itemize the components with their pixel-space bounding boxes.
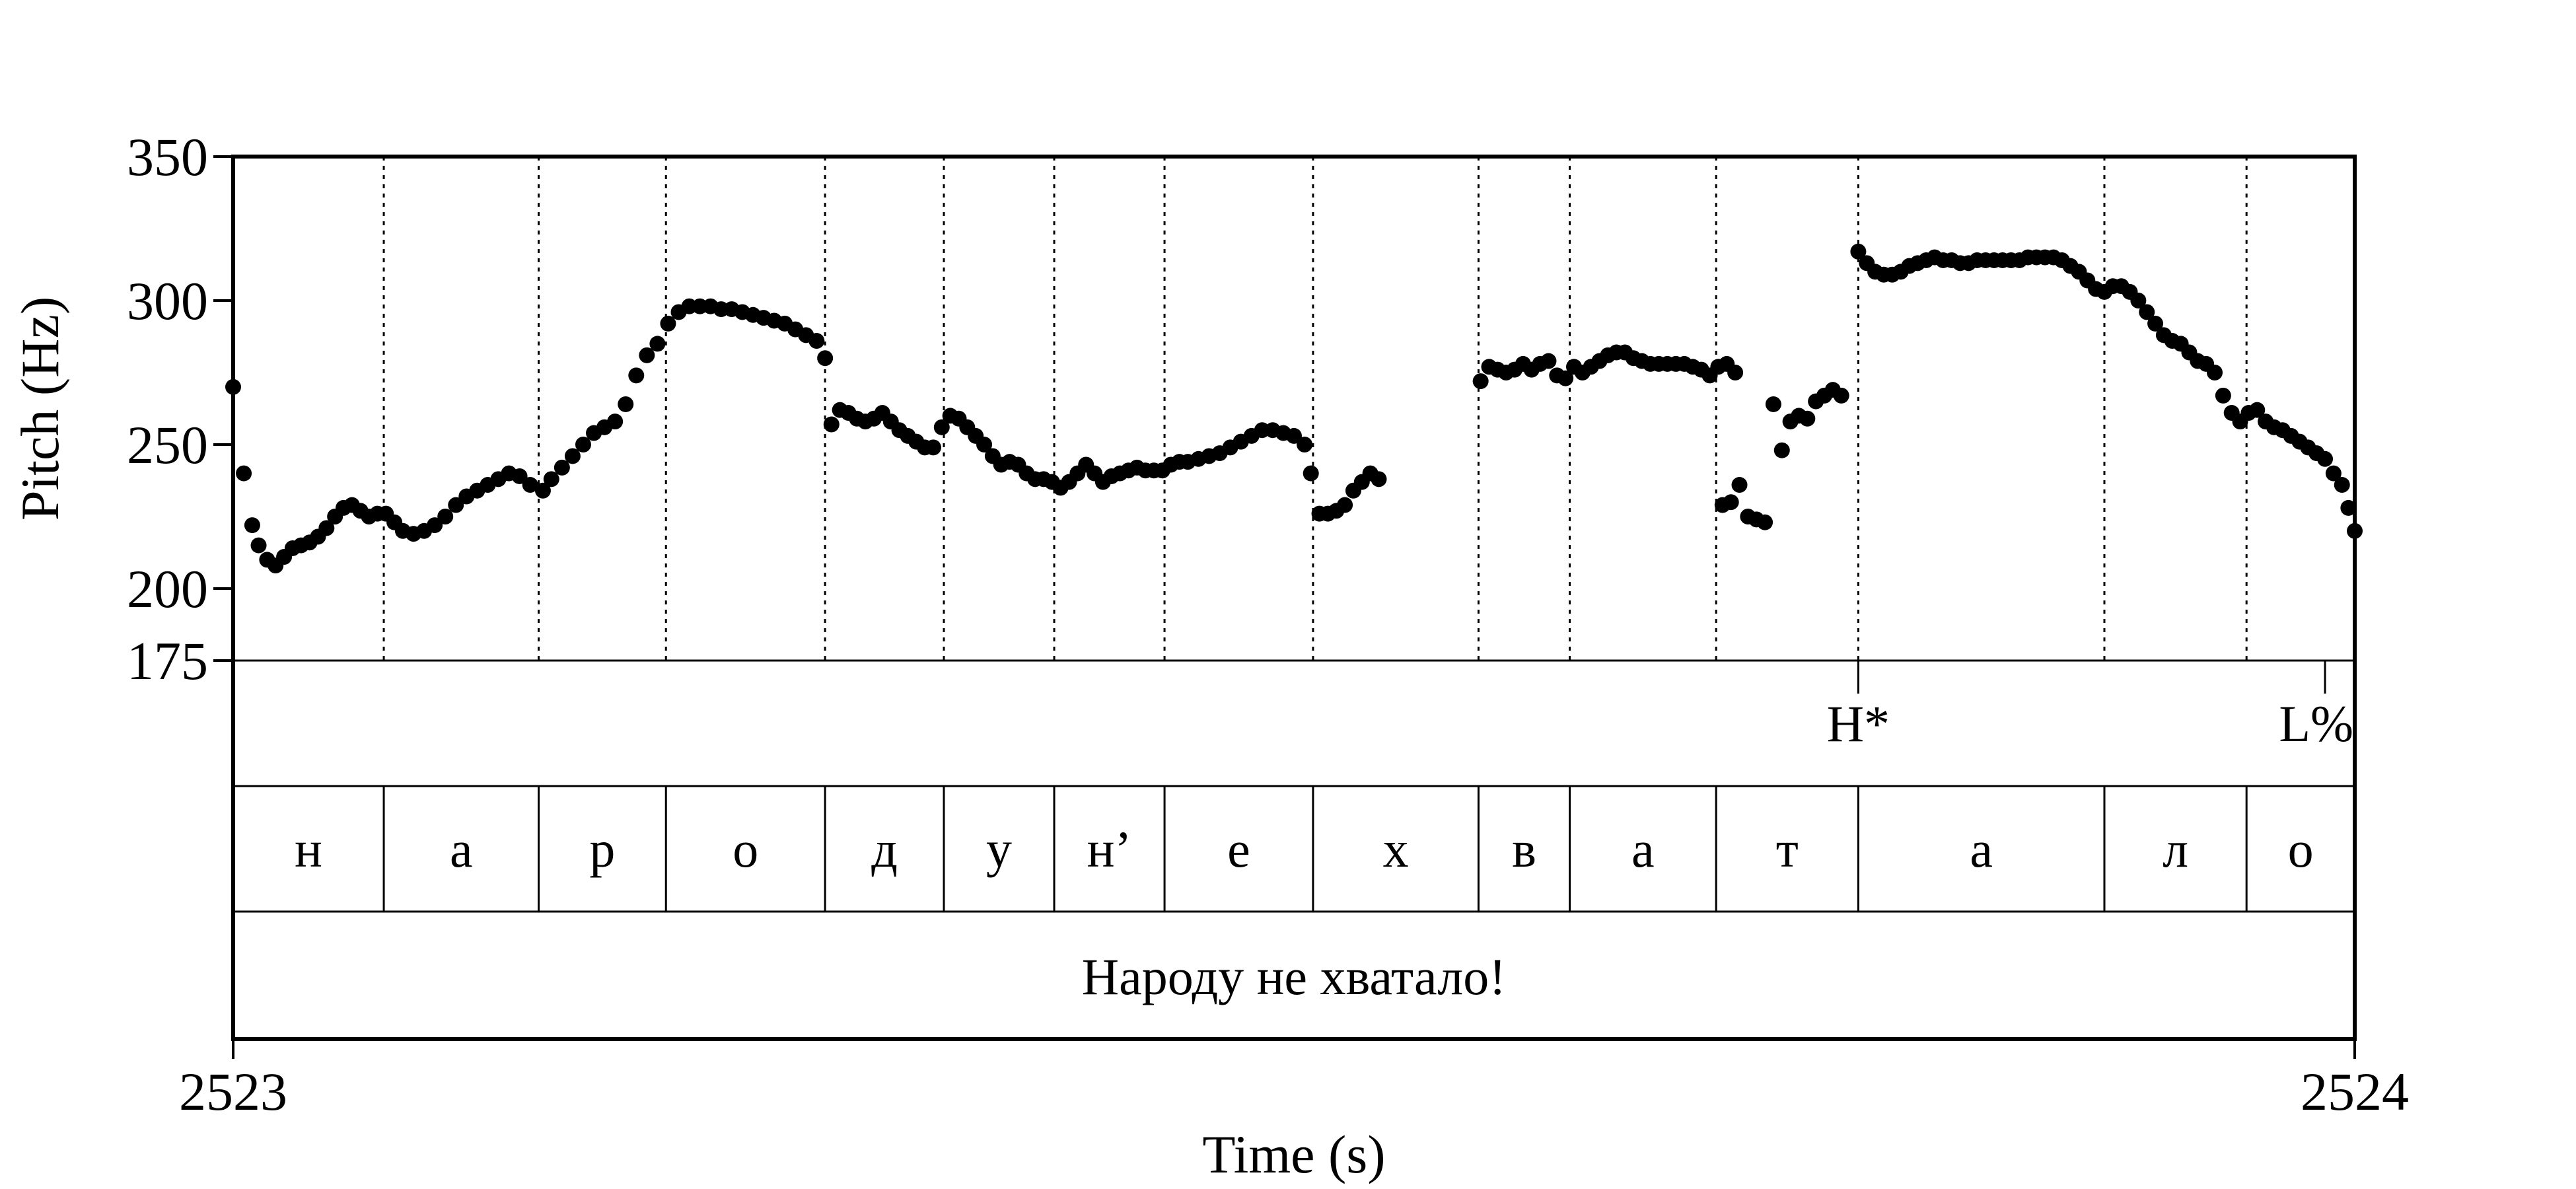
pitch-point-4-6 <box>1765 396 1781 412</box>
pitch-point-0-1 <box>236 465 252 482</box>
pitch-points <box>225 243 2363 574</box>
y-axis-title: Pitch (Hz) <box>10 297 70 521</box>
plot-frame <box>231 155 2357 1041</box>
tone-label-0: H* <box>1827 695 1890 752</box>
y-tick-label-3: 200 <box>127 559 208 619</box>
pitch-point-0-11 <box>318 520 335 536</box>
outer-frame <box>231 155 2357 1041</box>
segment-label-5: у <box>986 820 1012 878</box>
utterance-label: Народу не хватало! <box>1082 948 1506 1005</box>
pitch-point-0-25 <box>448 497 464 513</box>
pitch-point-5-58 <box>2340 499 2357 516</box>
x-axis-title: Time (s) <box>1202 1124 1385 1184</box>
pitch-point-1-0 <box>823 416 840 433</box>
x-tick-label-1: 2524 <box>2301 1062 2409 1122</box>
pitch-point-0-41 <box>618 396 634 412</box>
y-axis-ticks: 350 300 250 200 175 <box>127 127 233 691</box>
pitch-point-0-31 <box>511 468 528 484</box>
pitch-point-0-23 <box>427 517 443 534</box>
segment-label-4: д <box>871 820 898 878</box>
pitch-point-2-8 <box>1371 471 1387 487</box>
pitch-point-1-18 <box>976 437 993 452</box>
tone-tier: H* L% <box>1827 661 2353 752</box>
pitch-point-4-5 <box>1757 514 1773 530</box>
pitch-point-5-35 <box>2147 315 2164 332</box>
pitch-point-0-59 <box>808 333 825 349</box>
segment-label-0: н <box>295 820 322 878</box>
pitch-point-0-40 <box>607 414 624 430</box>
segment-label-10: а <box>1631 820 1655 878</box>
pitch-point-0-33 <box>534 482 551 499</box>
pitch-point-3-30 <box>1727 365 1744 380</box>
pitch-point-0-24 <box>437 509 454 524</box>
segment-label-13: л <box>2163 820 2188 878</box>
tone-label-1: L% <box>2279 695 2353 752</box>
pitch-point-3-0 <box>1472 373 1489 390</box>
segment-boundary-lines <box>382 157 2248 661</box>
pitch-point-5-56 <box>2325 465 2342 482</box>
segment-label-9: в <box>1512 820 1536 878</box>
segment-label-1: а <box>450 820 473 878</box>
segment-tier: н а р о д у н’ е х в а т а л о <box>295 786 2314 912</box>
pitch-point-2-0 <box>1303 465 1319 482</box>
x-axis-ticks: 2523 2524 <box>179 1039 2409 1122</box>
pitch-point-0-36 <box>564 448 581 464</box>
pitch-point-4-2 <box>1731 477 1748 493</box>
x-tick-label-0: 2523 <box>179 1062 287 1122</box>
pitch-point-3-10 <box>1557 370 1574 386</box>
pitch-point-4-1 <box>1723 494 1739 511</box>
segment-label-14: о <box>2288 820 2314 878</box>
pitch-point-5-43 <box>2215 387 2231 404</box>
pitch-point-0-34 <box>543 471 559 487</box>
pitch-point-0-42 <box>628 367 645 384</box>
pitch-point-0-32 <box>522 477 538 493</box>
pitch-point-1-52 <box>1286 427 1302 444</box>
pitch-point-0-37 <box>575 437 591 452</box>
pitch-point-0-60 <box>817 350 834 367</box>
pitch-point-0-43 <box>639 347 655 363</box>
pitch-point-4-7 <box>1773 442 1790 458</box>
pitch-point-4-10 <box>1799 410 1816 427</box>
segment-label-6: н’ <box>1087 820 1132 878</box>
segment-label-12: а <box>1970 820 1993 878</box>
pitch-point-5-0 <box>1850 243 1867 260</box>
pitch-point-3-8 <box>1540 353 1557 369</box>
segment-label-2: р <box>589 820 615 878</box>
pitch-point-5-34 <box>2139 304 2155 320</box>
pitch-point-0-44 <box>649 336 666 352</box>
pitch-point-0-2 <box>244 517 260 534</box>
y-tick-label-2: 250 <box>127 415 208 475</box>
pitch-point-5-47 <box>2249 402 2266 418</box>
annotation-tiers <box>233 659 2355 913</box>
y-tick-label-0: 350 <box>127 127 208 187</box>
segment-label-11: т <box>1776 820 1799 878</box>
pitch-point-5-55 <box>2317 450 2334 467</box>
pitch-point-1-13 <box>933 419 950 435</box>
segment-label-8: х <box>1383 820 1409 878</box>
pitch-point-0-45 <box>660 315 676 332</box>
y-tick-label-1: 300 <box>127 271 208 331</box>
segment-label-3: о <box>733 820 758 878</box>
pitch-point-4-14 <box>1833 387 1849 404</box>
pitch-point-1-12 <box>925 439 941 456</box>
pitch-point-2-4 <box>1337 497 1353 513</box>
pitch-point-5-57 <box>2334 477 2350 493</box>
pitch-point-5-42 <box>2207 365 2223 380</box>
pitch-point-0-35 <box>554 459 570 476</box>
pitch-point-1-53 <box>1297 437 1313 452</box>
segment-label-7: е <box>1227 820 1250 878</box>
pitch-point-5-33 <box>2130 293 2147 308</box>
pitch-point-0-3 <box>250 537 267 554</box>
y-tick-label-4: 175 <box>127 631 208 691</box>
